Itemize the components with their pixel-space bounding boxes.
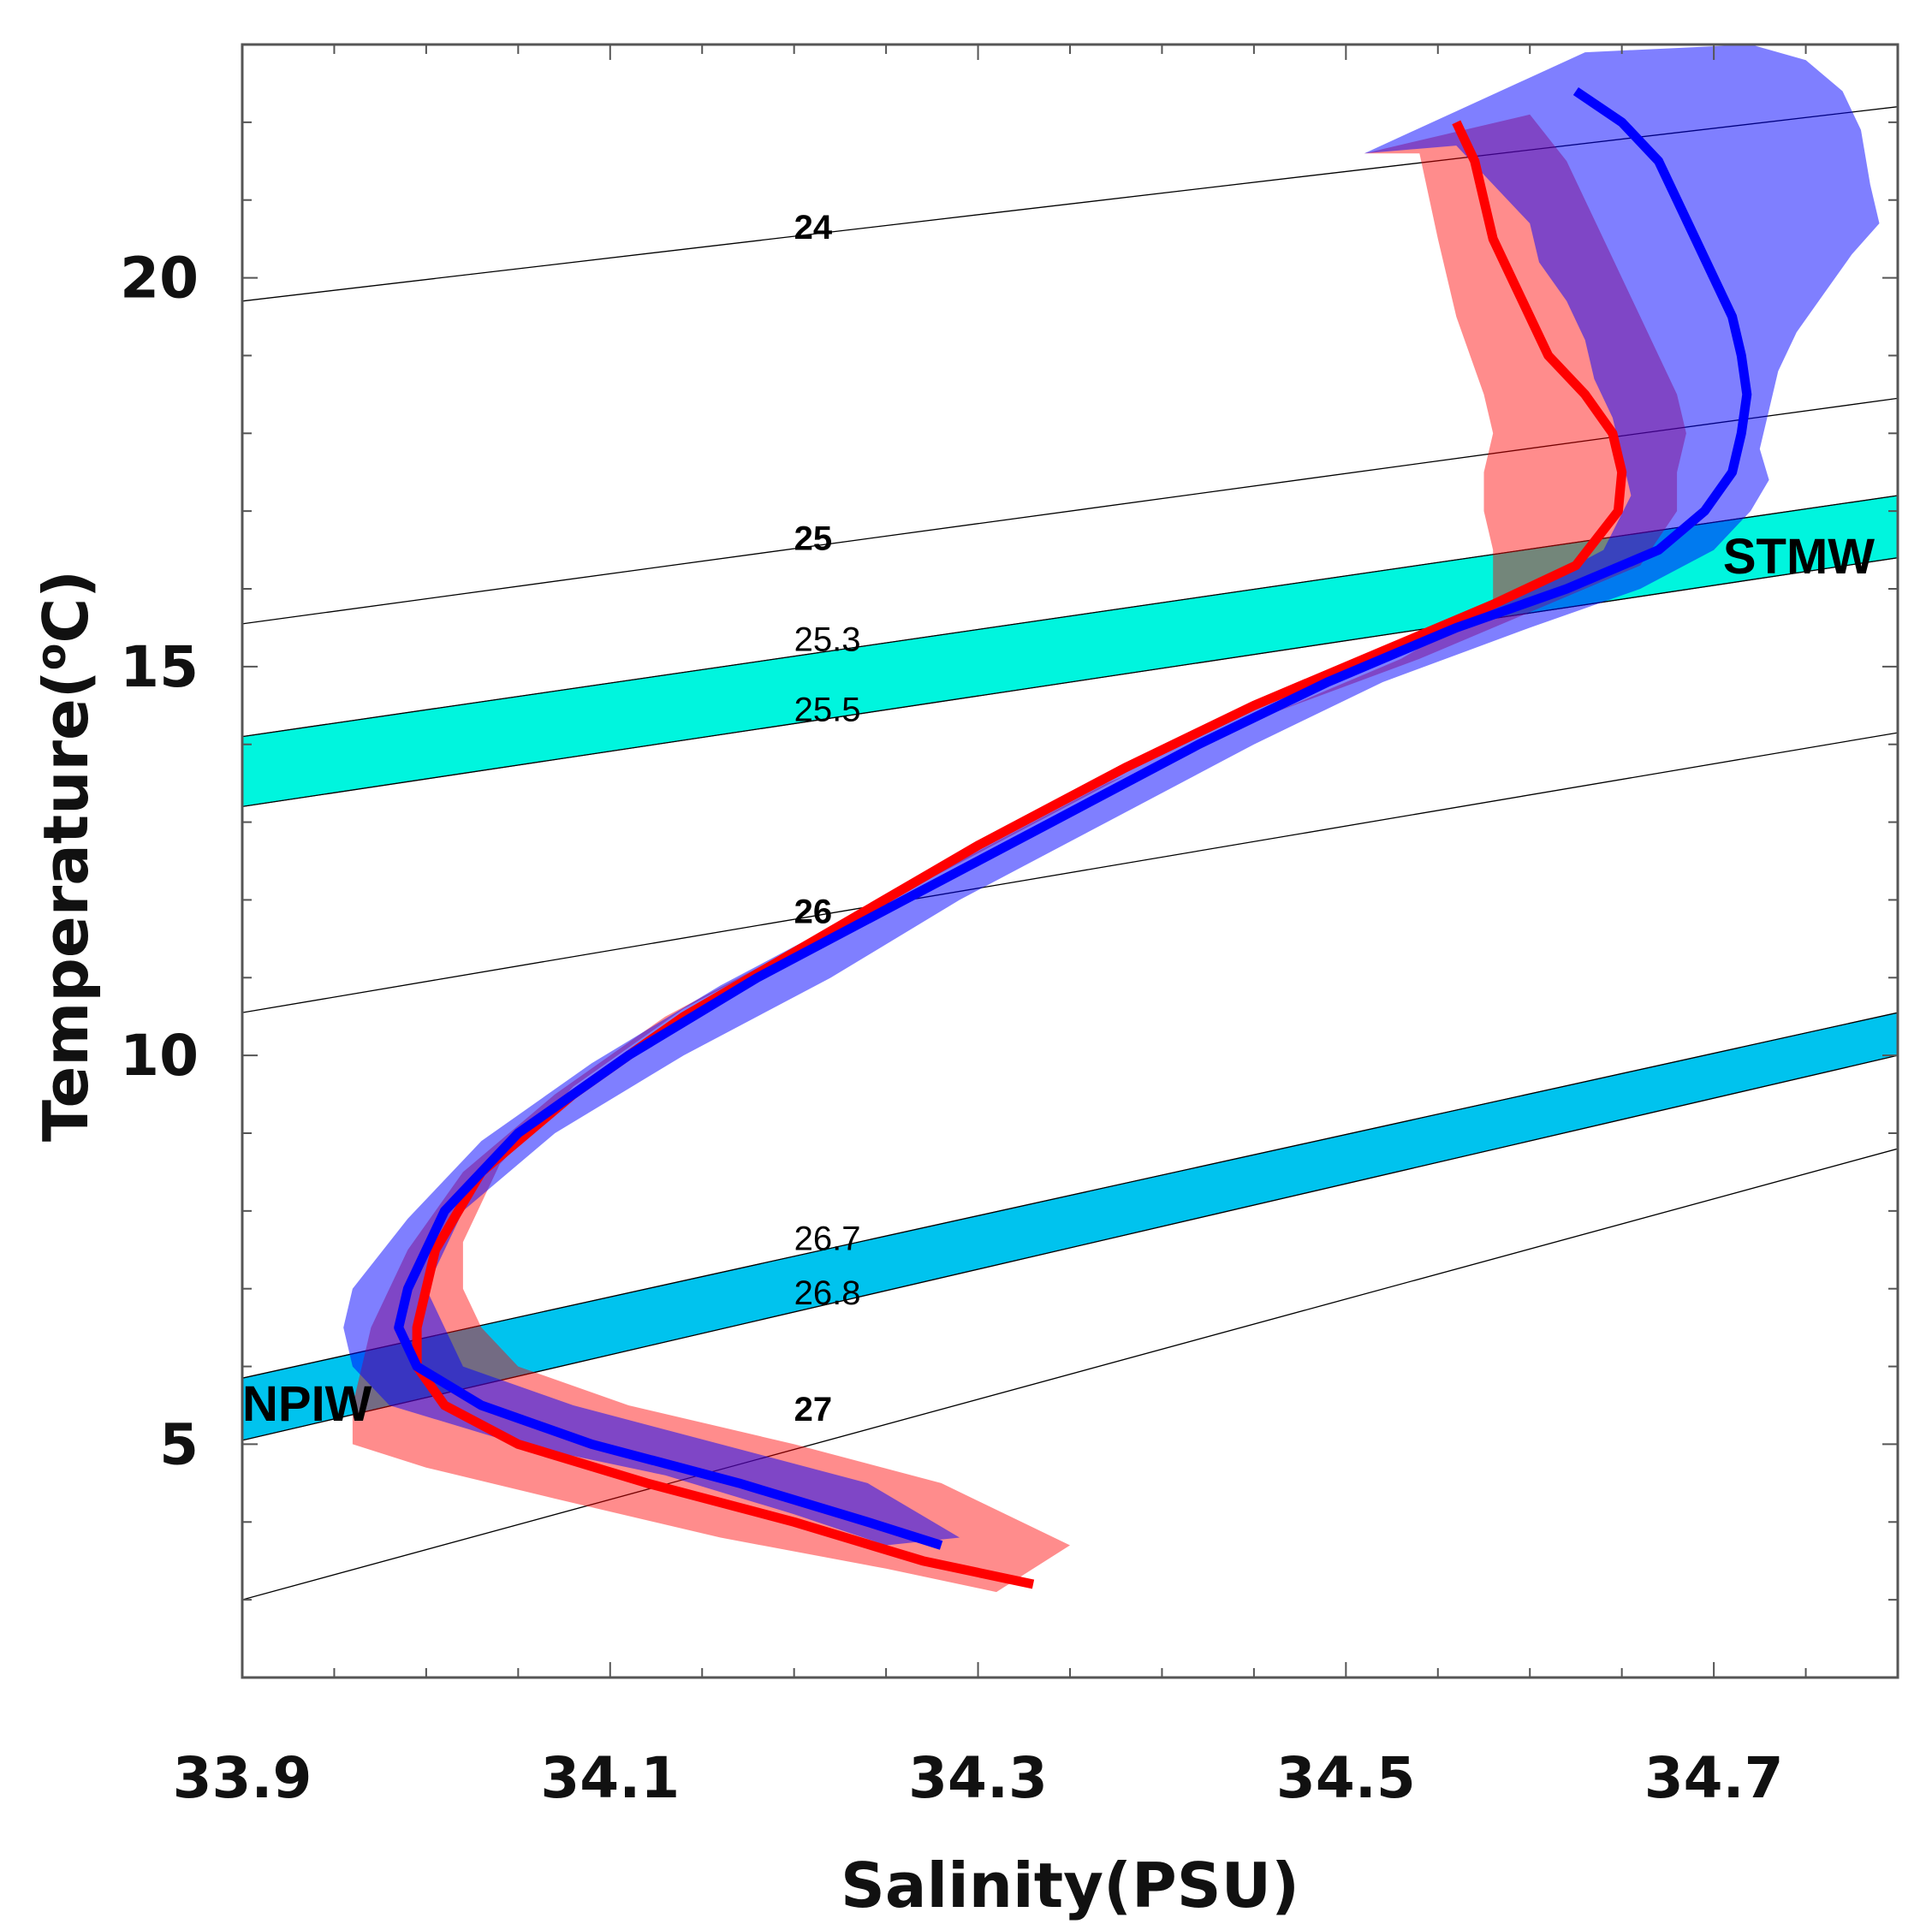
- x-tick-label: 33.9: [173, 1745, 312, 1811]
- isopycnal-27: [242, 1148, 1898, 1600]
- isopycnal-label-26-7: 26.7: [794, 1220, 861, 1257]
- axis-ticks: [241, 44, 1899, 1678]
- label-npiw: NPIW: [242, 1376, 372, 1432]
- isopycnal-label-25-5: 25.5: [794, 691, 861, 728]
- isopycnal-label-27: 27: [794, 1391, 833, 1428]
- y-tick-label: 10: [120, 1023, 199, 1089]
- x-tick-label: 34.7: [1644, 1745, 1784, 1811]
- y-tick-label: 20: [120, 246, 199, 312]
- isopycnal-labels: 24 25 25.3 25.5 26 26.7 26.8 27: [794, 209, 861, 1428]
- mean-profiles: [394, 86, 1752, 1589]
- x-tick-label: 34.3: [908, 1745, 1048, 1811]
- y-axis-title: Temperature(oC): [28, 570, 102, 1142]
- y-axis-title-unit: C): [30, 570, 102, 644]
- y-axis-title-degree: o: [28, 644, 74, 671]
- tick-labels: 33.9 34.1 34.3 34.5 34.7 5 10 15 20: [120, 246, 1783, 1811]
- isopycnal-26: [242, 732, 1898, 1013]
- isopycnal-label-26-8: 26.8: [794, 1274, 861, 1312]
- y-tick-label: 5: [159, 1411, 199, 1477]
- y-tick-label: 15: [120, 634, 199, 700]
- isopycnal-label-25-3: 25.3: [794, 621, 861, 659]
- y-axis-title-main: Temperature(: [30, 670, 102, 1142]
- label-stmw: STMW: [1723, 529, 1875, 585]
- isopycnal-26-7: [242, 1012, 1898, 1379]
- isopycnal-26-8: [242, 1054, 1898, 1441]
- x-tick-label: 34.1: [540, 1745, 680, 1811]
- isopycnal-label-26: 26: [794, 894, 833, 931]
- series-red-mean: [412, 120, 1627, 1589]
- water-mass-labels: STMW NPIW: [242, 529, 1875, 1432]
- isopycnal-label-25: 25: [794, 520, 833, 558]
- isopycnal-25-5: [242, 557, 1898, 808]
- x-tick-label: 34.5: [1276, 1745, 1416, 1811]
- series-blue-mean: [394, 86, 1752, 1550]
- isopycnal-label-24: 24: [794, 209, 833, 246]
- x-axis-title: Salinity(PSU): [841, 1850, 1299, 1921]
